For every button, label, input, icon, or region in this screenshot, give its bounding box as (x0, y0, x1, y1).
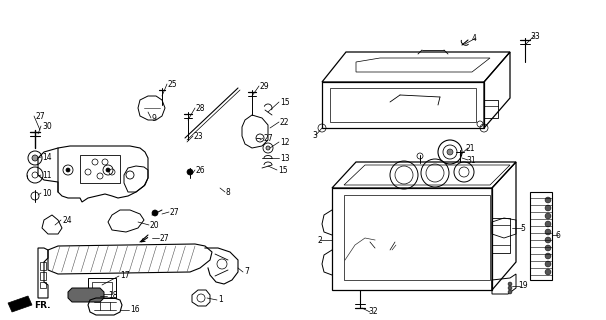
Bar (40, 282, 46, 288)
Circle shape (152, 210, 158, 216)
Text: 4: 4 (472, 34, 477, 43)
Bar (88, 278, 116, 298)
Text: 17: 17 (120, 271, 130, 281)
Text: 31: 31 (466, 156, 476, 164)
Text: 19: 19 (518, 282, 528, 291)
Circle shape (508, 286, 512, 290)
Circle shape (545, 205, 551, 211)
Bar (92, 282, 112, 294)
Text: 23: 23 (194, 132, 204, 140)
Text: 24: 24 (62, 215, 72, 225)
Text: 2: 2 (318, 236, 323, 244)
Circle shape (508, 290, 512, 294)
Circle shape (545, 237, 551, 243)
Text: 30: 30 (42, 122, 52, 131)
Text: 20: 20 (150, 220, 159, 229)
Circle shape (266, 146, 270, 150)
Text: 16: 16 (130, 306, 139, 315)
Bar (40, 272, 46, 280)
Text: 11: 11 (42, 171, 52, 180)
Circle shape (187, 169, 193, 175)
Circle shape (508, 282, 512, 286)
Text: 33: 33 (530, 31, 540, 41)
Polygon shape (8, 296, 32, 312)
Text: 29: 29 (260, 82, 270, 91)
Circle shape (545, 197, 551, 203)
Text: 27: 27 (160, 234, 170, 243)
Circle shape (545, 261, 551, 267)
Text: 27: 27 (170, 207, 179, 217)
Text: 26: 26 (196, 165, 205, 174)
Circle shape (106, 168, 110, 172)
Circle shape (545, 245, 551, 251)
Text: 8: 8 (226, 188, 231, 196)
Text: FR.: FR. (34, 301, 50, 310)
Circle shape (545, 229, 551, 235)
Text: 6: 6 (556, 230, 561, 239)
Text: 13: 13 (280, 154, 290, 163)
Bar (492, 218, 510, 253)
Text: 27: 27 (35, 111, 45, 121)
Text: 18: 18 (108, 292, 118, 300)
Text: 27: 27 (264, 133, 274, 142)
Circle shape (66, 168, 70, 172)
Text: 5: 5 (520, 223, 525, 233)
Text: 7: 7 (244, 268, 249, 276)
Text: 28: 28 (196, 103, 205, 113)
Bar (80, 155, 120, 183)
Text: 22: 22 (280, 117, 290, 126)
Text: 15: 15 (280, 98, 290, 107)
Circle shape (545, 213, 551, 219)
Text: 14: 14 (42, 153, 52, 162)
Circle shape (545, 269, 551, 275)
Text: 21: 21 (466, 143, 476, 153)
Circle shape (545, 253, 551, 259)
Text: 1: 1 (218, 295, 223, 305)
Bar (40, 262, 46, 270)
Text: 32: 32 (368, 308, 378, 316)
Text: 9: 9 (152, 114, 157, 123)
Text: 15: 15 (278, 165, 288, 174)
Text: 12: 12 (280, 138, 290, 147)
Polygon shape (68, 288, 104, 302)
Circle shape (32, 155, 38, 161)
Bar (484, 100, 498, 118)
Text: 10: 10 (42, 188, 52, 197)
Text: 25: 25 (168, 79, 178, 89)
Text: 3: 3 (312, 131, 317, 140)
Circle shape (545, 221, 551, 227)
Bar (530, 192, 552, 280)
Circle shape (447, 149, 453, 155)
